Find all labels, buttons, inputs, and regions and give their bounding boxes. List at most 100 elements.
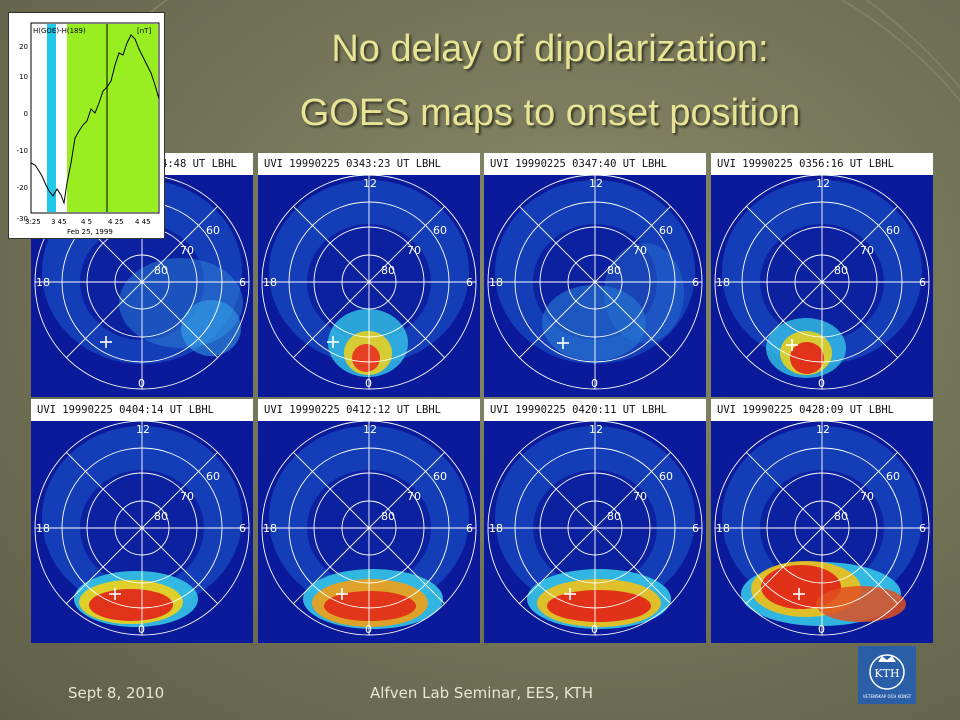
inset-xtick: 4 25 xyxy=(108,218,124,226)
meridian-line xyxy=(519,206,671,358)
inset-ytick: 10 xyxy=(19,73,28,81)
inset-green-band xyxy=(67,24,158,212)
lat-label-70: 70 xyxy=(860,244,874,257)
uvi-panel-header: UVI 19990225 0356:16 UT LBHL xyxy=(711,153,933,175)
mlt-label-dawn: 6 xyxy=(239,276,246,289)
lat-label-60: 60 xyxy=(433,470,447,483)
footer-date: Sept 8, 2010 xyxy=(68,684,165,702)
uvi-panel-header: UVI 19990225 0420:11 UT LBHL xyxy=(484,399,706,421)
lat-label-80: 80 xyxy=(607,264,621,277)
meridian-line xyxy=(66,452,218,604)
lat-label-70: 70 xyxy=(633,490,647,503)
inset-frame xyxy=(30,22,160,214)
uvi-panel: 12 18 6 0 60 70 80 UVI 19990225 0343:23 UT LBHL xyxy=(258,153,480,397)
mlt-label-dusk: 18 xyxy=(716,522,730,535)
lat-label-60: 60 xyxy=(659,224,673,237)
lat-label-70: 70 xyxy=(180,490,194,503)
meridian-line xyxy=(746,206,898,358)
lat-label-60: 60 xyxy=(886,224,900,237)
mlt-label-midnight: 0 xyxy=(138,623,145,636)
aurora-blob xyxy=(89,589,173,621)
uvi-panel: 12 18 6 0 60 70 80 UVI 19990225 0428:09 UT LBHL xyxy=(711,399,933,643)
meridian-line xyxy=(66,206,218,358)
mlt-label-dawn: 6 xyxy=(919,276,926,289)
uvi-panel-header: UVI 19990225 0412:12 UT LBHL xyxy=(258,399,480,421)
uvi-panel: 12 18 6 0 60 70 80 UVI 19990225 0404:14 UT LBHL xyxy=(31,399,253,643)
aurora-blob xyxy=(816,586,906,622)
mlt-label-midnight: 0 xyxy=(365,377,372,390)
mlt-label-midnight: 0 xyxy=(818,377,825,390)
aurora-blob xyxy=(790,342,824,374)
inset-xtick: 4 5 xyxy=(81,218,92,226)
mlt-label-midnight: 0 xyxy=(818,623,825,636)
slide-title-line1: No delay of dipolarization: xyxy=(331,28,769,70)
mlt-label-dusk: 18 xyxy=(489,276,503,289)
mlt-label-dusk: 18 xyxy=(36,276,50,289)
lat-label-60: 60 xyxy=(659,470,673,483)
mlt-label-noon: 12 xyxy=(816,177,830,190)
mlt-label-dusk: 18 xyxy=(263,276,277,289)
logo-subtitle: VETENSKAP OCH KONST xyxy=(863,694,912,699)
mlt-label-noon: 12 xyxy=(363,177,377,190)
meridian-line xyxy=(746,452,898,604)
lat-label-60: 60 xyxy=(886,470,900,483)
mlt-label-dusk: 18 xyxy=(36,522,50,535)
meridian-line xyxy=(519,452,671,604)
lat-label-80: 80 xyxy=(834,510,848,523)
inset-ytick: 20 xyxy=(19,43,28,51)
lat-label-70: 70 xyxy=(180,244,194,257)
lat-label-70: 70 xyxy=(633,244,647,257)
meridian-line xyxy=(293,206,445,358)
inset-date: Feb 25, 1999 xyxy=(67,228,113,236)
uvi-panel: 12 18 6 0 60 70 80 UVI 19990225 0420:11 UT LBHL xyxy=(484,399,706,643)
mlt-label-dusk: 18 xyxy=(263,522,277,535)
lat-label-70: 70 xyxy=(407,490,421,503)
lat-label-70: 70 xyxy=(860,490,874,503)
mlt-label-dawn: 6 xyxy=(919,522,926,535)
uvi-panel: 12 18 6 0 60 70 80 UVI 19990225 0347:40 UT LBHL xyxy=(484,153,706,397)
mlt-label-noon: 12 xyxy=(816,423,830,436)
inset-xtick: 4 45 xyxy=(135,218,151,226)
slide-title-line2: GOES maps to onset position xyxy=(299,92,801,134)
mlt-label-noon: 12 xyxy=(589,423,603,436)
mlt-label-dawn: 6 xyxy=(692,522,699,535)
inset-ytick: -10 xyxy=(17,147,28,155)
mlt-label-midnight: 0 xyxy=(138,377,145,390)
mlt-label-dawn: 6 xyxy=(466,276,473,289)
mlt-label-dawn: 6 xyxy=(466,522,473,535)
inset-label-right: [nT] xyxy=(137,27,151,35)
lat-label-80: 80 xyxy=(381,264,395,277)
mlt-label-midnight: 0 xyxy=(365,623,372,636)
aurora-blob xyxy=(352,344,380,372)
mlt-label-dawn: 6 xyxy=(239,522,246,535)
mlt-label-noon: 12 xyxy=(136,423,150,436)
mlt-label-noon: 12 xyxy=(363,423,377,436)
aurora-blob xyxy=(547,590,651,622)
magnetometer-inset-plot: H(GOE)-H(189) [nT] 20 10 0 -10 -20 -30 3… xyxy=(8,12,165,239)
lat-label-80: 80 xyxy=(154,510,168,523)
uvi-panel-header: UVI 19990225 0347:40 UT LBHL xyxy=(484,153,706,175)
mlt-label-dusk: 18 xyxy=(489,522,503,535)
lat-label-60: 60 xyxy=(206,470,220,483)
footer-seminar: Alfven Lab Seminar, EES, KTH xyxy=(370,684,593,702)
aurora-blob xyxy=(542,285,646,361)
inset-svg: H(GOE)-H(189) [nT] 20 10 0 -10 -20 -30 3… xyxy=(9,13,164,238)
inset-ytick: -30 xyxy=(17,215,28,223)
mlt-label-midnight: 0 xyxy=(591,623,598,636)
inset-xtick: 3 45 xyxy=(51,218,67,226)
lat-label-60: 60 xyxy=(433,224,447,237)
inset-trace xyxy=(30,34,160,205)
mlt-label-midnight: 0 xyxy=(591,377,598,390)
uvi-panel: 12 18 6 0 60 70 80 UVI 19990225 0412:12 UT LBHL xyxy=(258,399,480,643)
lat-label-80: 80 xyxy=(381,510,395,523)
uvi-panel-header: UVI 19990225 0428:09 UT LBHL xyxy=(711,399,933,421)
inset-label-left: H(GOE)-H(189) xyxy=(33,27,86,35)
mlt-label-noon: 12 xyxy=(589,177,603,190)
inset-ytick: 0 xyxy=(24,110,28,118)
uvi-panel: 12 18 6 0 60 70 80 UVI 19990225 0356:16 UT LBHL xyxy=(711,153,933,397)
